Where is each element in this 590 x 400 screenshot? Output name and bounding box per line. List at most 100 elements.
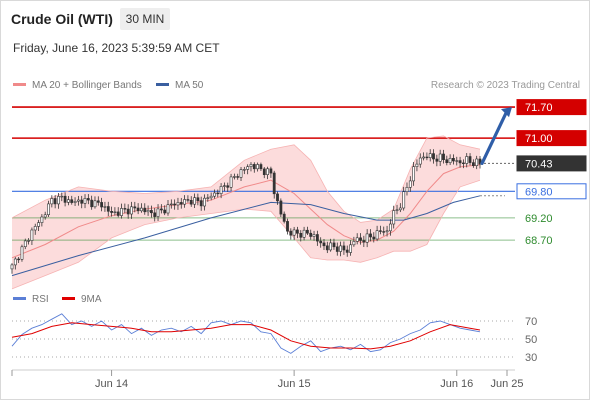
candle-body xyxy=(342,245,346,251)
candle-body xyxy=(388,223,392,232)
candle-body xyxy=(242,169,246,171)
x-tick-label-jun-15: Jun 15 xyxy=(278,378,311,390)
bollinger-band-fill xyxy=(12,135,480,289)
rsi-swatch-icon xyxy=(13,296,26,300)
level-label-69.20: 69.20 xyxy=(525,213,553,225)
candle-body xyxy=(219,186,223,194)
ma9-swatch-icon xyxy=(62,296,75,300)
rsi-tick-50: 50 xyxy=(525,334,537,346)
candle-body xyxy=(382,231,386,233)
legend-9ma-label: 9MA xyxy=(81,294,102,305)
candle-body xyxy=(438,153,442,162)
candle-body xyxy=(163,209,167,214)
candle-body xyxy=(77,199,80,202)
candle-body xyxy=(33,226,37,231)
candle-body xyxy=(349,244,353,253)
credit-label: Research © 2023 Trading Central xyxy=(430,80,580,91)
candle-body xyxy=(209,195,213,199)
candle-body xyxy=(63,195,67,203)
candle-body xyxy=(415,163,419,168)
candle-body xyxy=(412,166,416,182)
candle-body xyxy=(166,204,170,214)
candle-body xyxy=(478,158,482,165)
candle-body xyxy=(369,233,372,238)
candle-body xyxy=(103,206,107,208)
candle-body xyxy=(17,258,21,261)
candle-body xyxy=(67,199,70,203)
candle-body xyxy=(70,199,74,203)
candle-body xyxy=(203,197,206,207)
candle-body xyxy=(282,213,286,222)
candle-body xyxy=(445,159,449,163)
candle-body xyxy=(332,242,336,248)
candle-body xyxy=(130,206,133,215)
timeframe-button[interactable]: 30 MIN xyxy=(120,8,170,30)
level-label-70.43: 70.43 xyxy=(525,158,553,170)
candle-body xyxy=(96,200,100,203)
candle-body xyxy=(110,211,114,213)
candle-body xyxy=(372,236,376,240)
candle-body xyxy=(20,246,24,260)
candle-body xyxy=(355,237,359,242)
candle-body xyxy=(475,158,479,166)
candle-body xyxy=(73,201,77,203)
rsi-tick-30: 30 xyxy=(525,352,537,364)
candle-body xyxy=(256,164,260,170)
candle-body xyxy=(365,233,369,243)
candle-body xyxy=(40,216,44,223)
candle-body xyxy=(106,206,110,212)
candle-body xyxy=(37,222,41,227)
legend-rsi: RSI xyxy=(13,294,49,305)
level-label-68.70: 68.70 xyxy=(525,235,553,247)
candle-body xyxy=(47,203,50,215)
candle-body xyxy=(465,156,469,164)
candle-body xyxy=(223,185,226,187)
candle-body xyxy=(120,208,123,216)
candle-body xyxy=(193,197,197,205)
candle-body xyxy=(100,202,104,208)
candle-body xyxy=(262,168,266,175)
candle-body xyxy=(266,168,270,176)
candle-body xyxy=(23,240,27,247)
candle-body xyxy=(359,237,362,241)
candle-body xyxy=(435,158,439,162)
candle-body xyxy=(448,158,452,164)
legend-ma20-label: MA 20 + Bollinger Bands xyxy=(32,80,142,91)
rsi-tick-70: 70 xyxy=(525,316,537,328)
candle-body xyxy=(339,245,343,252)
candle-body xyxy=(126,208,130,215)
candle-body xyxy=(50,198,54,205)
legend-ma20: MA 20 + Bollinger Bands xyxy=(13,80,142,91)
candle-body xyxy=(206,197,210,199)
candle-body xyxy=(329,242,333,251)
candle-body xyxy=(160,208,163,211)
candle-body xyxy=(352,241,356,246)
x-tick-label-jun-25: Jun 25 xyxy=(490,378,523,390)
candle-body xyxy=(312,234,316,237)
candle-body xyxy=(322,242,326,247)
ma50-swatch-icon xyxy=(156,82,169,86)
candle-body xyxy=(375,230,379,240)
candle-body xyxy=(86,198,90,201)
candle-body xyxy=(305,229,309,234)
candle-body xyxy=(57,196,60,205)
level-label-69.80: 69.80 xyxy=(525,186,553,198)
level-labels: 71.70 71.00 70.43 69.80 69.20 68.70 xyxy=(516,99,587,247)
forecast-arrow xyxy=(480,107,512,165)
candle-body xyxy=(442,153,445,160)
candle-body xyxy=(246,166,250,170)
candle-body xyxy=(405,187,409,193)
candle-body xyxy=(378,230,382,232)
candle-body xyxy=(468,156,472,163)
candle-body xyxy=(335,246,339,252)
candle-body xyxy=(345,249,349,253)
candle-body xyxy=(80,199,84,204)
candle-body xyxy=(189,200,193,205)
candle-body xyxy=(213,192,216,197)
level-label-box-71.00 xyxy=(516,130,587,147)
candle-body xyxy=(249,164,253,167)
candle-body xyxy=(179,202,183,205)
candle-body xyxy=(90,199,94,208)
candle-body xyxy=(183,199,187,205)
candle-body xyxy=(302,229,306,238)
